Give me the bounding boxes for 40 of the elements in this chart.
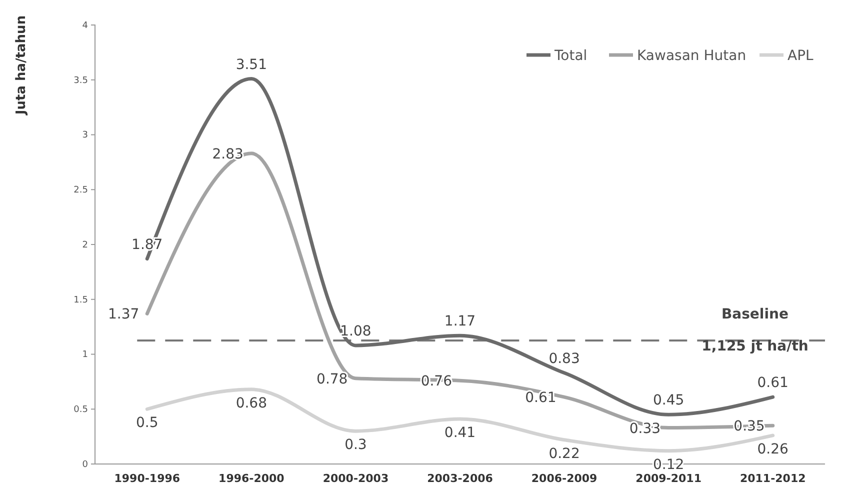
x-tick-label: 2011-2012 <box>740 472 806 485</box>
data-label: 0.22 <box>548 446 580 462</box>
y-tick-label: 1.5 <box>74 295 88 306</box>
y-axis-title: Juta ha/tahun <box>14 15 29 116</box>
y-tick-label: 4 <box>82 20 88 31</box>
x-tick-label: 2006-2009 <box>531 472 598 485</box>
data-label: 0.83 <box>548 350 580 367</box>
data-label: 0.78 <box>316 371 348 388</box>
x-tick-label: 1996-2000 <box>218 472 285 485</box>
data-label: 0.26 <box>757 441 789 458</box>
data-label: 0.76 <box>420 374 452 390</box>
data-label: 0.68 <box>236 395 268 412</box>
y-tick-label: 2 <box>82 240 88 250</box>
data-label: 3.51 <box>236 56 268 73</box>
ref-line-label: Baseline 1,125 jt ha/th <box>702 306 808 355</box>
y-tick-label: 0.5 <box>74 405 88 416</box>
x-tick-label: 2003-2006 <box>427 472 494 485</box>
data-label: 2.83 <box>212 146 244 162</box>
data-label: 0.33 <box>629 420 661 437</box>
x-tick-label: 2009-2011 <box>636 472 702 485</box>
y-tick-label: 3.5 <box>74 76 88 86</box>
data-label: 1.17 <box>444 314 476 330</box>
legend-label: Kawasan Hutan <box>637 48 746 64</box>
data-label: 0.3 <box>344 437 367 454</box>
y-tick-label: 0 <box>82 460 88 470</box>
data-label: 1.37 <box>108 306 140 323</box>
legend-label: Total <box>554 48 588 64</box>
x-tick-label: 1990-1996 <box>114 472 180 485</box>
y-tick-label: 1 <box>82 350 88 360</box>
data-label: 0.12 <box>652 456 684 473</box>
data-label: 0.61 <box>525 390 556 406</box>
data-label: 0.41 <box>444 425 476 442</box>
data-label: 0.5 <box>136 415 158 432</box>
data-label: 0.45 <box>652 392 684 409</box>
x-tick-label: 2000-2003 <box>322 472 389 485</box>
data-label: 0.35 <box>734 418 765 435</box>
y-tick-label: 2.5 <box>74 186 88 196</box>
y-tick-label: 3 <box>82 130 88 141</box>
legend-label: APL <box>788 48 814 64</box>
data-label: 0.61 <box>757 375 788 392</box>
